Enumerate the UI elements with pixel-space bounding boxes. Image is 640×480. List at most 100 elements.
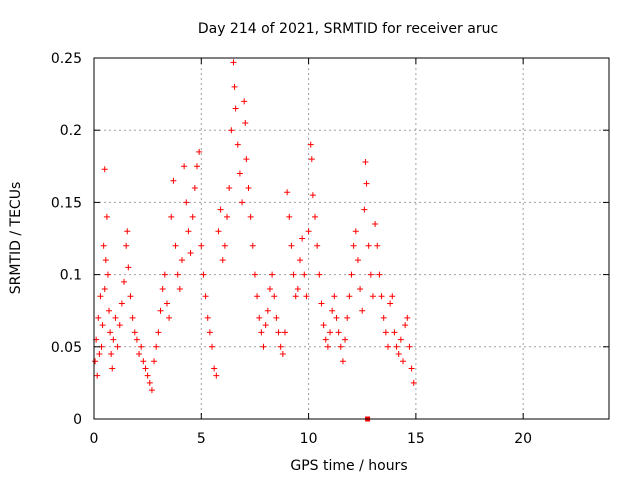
x-tick-label: 20: [514, 431, 532, 447]
data-point: [125, 264, 132, 271]
data-point: [400, 358, 406, 365]
data-point: [307, 141, 314, 148]
data-point: [254, 293, 261, 300]
data-point: [121, 278, 128, 285]
data-point: [380, 314, 387, 321]
data-point: [320, 322, 327, 329]
data-point: [367, 271, 374, 278]
data-point: [260, 343, 267, 350]
data-point: [138, 343, 145, 350]
data-point: [103, 213, 110, 220]
data-point: [354, 257, 361, 264]
data-point: [288, 242, 295, 249]
data-point: [236, 170, 243, 177]
x-tick-label: 0: [90, 431, 99, 447]
data-point: [217, 206, 224, 213]
data-point: [213, 372, 220, 379]
data-point: [232, 105, 239, 112]
data-point: [239, 199, 246, 206]
data-point: [410, 379, 417, 386]
data-point: [312, 213, 319, 220]
data-point: [297, 257, 303, 264]
data-point: [221, 242, 228, 249]
data-point: [94, 372, 101, 379]
data-point: [106, 307, 113, 314]
data-point: [170, 177, 177, 184]
data-point: [159, 286, 166, 293]
axis-ticks: 0 5 10 15 20 0 0.05 0.1 0.15 0.2 0.25: [51, 51, 609, 447]
data-point: [241, 98, 248, 105]
data-point: [107, 329, 114, 336]
data-point: [102, 257, 109, 264]
data-point: [166, 314, 173, 321]
data-point: [172, 242, 179, 249]
data-point: [215, 228, 222, 235]
data-point: [303, 293, 310, 300]
gridlines: [94, 58, 609, 419]
plot-frame: [93, 57, 610, 420]
data-point: [301, 271, 308, 278]
chart-title: Day 214 of 2021, SRMTID for receiver aru…: [198, 21, 498, 37]
data-point: [194, 163, 200, 170]
data-point: [168, 213, 175, 220]
data-point: [204, 314, 211, 321]
y-tick-label: 0: [73, 412, 82, 428]
data-point: [243, 156, 250, 163]
data-point: [292, 293, 299, 300]
data-point: [290, 271, 297, 278]
data-point: [131, 329, 138, 336]
data-point: [333, 314, 340, 321]
data-point: [271, 293, 278, 300]
data-point: [369, 293, 376, 300]
data-point: [249, 242, 256, 249]
data-point: [365, 242, 372, 249]
data-point: [389, 293, 396, 300]
data-point: [191, 184, 198, 191]
data-point: [346, 293, 353, 300]
data-point: [372, 221, 379, 228]
data-point: [378, 293, 385, 300]
y-tick-label: 0.25: [51, 51, 82, 67]
data-point: [329, 307, 336, 314]
data-point: [153, 343, 160, 350]
y-tick-label: 0.1: [60, 268, 82, 284]
data-point: [187, 249, 194, 256]
data-point: [258, 329, 265, 336]
data-point: [308, 156, 315, 163]
data-point: [176, 286, 183, 293]
x-tick-label: 15: [407, 431, 425, 447]
data-point: [146, 379, 153, 386]
data-point: [352, 228, 359, 235]
data-point: [228, 127, 235, 134]
x-tick-label: 5: [197, 431, 206, 447]
data-point: [108, 351, 115, 358]
data-point: [100, 242, 107, 249]
data-point: [395, 351, 402, 358]
x-tick-label: 10: [300, 431, 318, 447]
data-point: [112, 314, 119, 321]
data-point: [157, 307, 164, 314]
data-point: [264, 307, 271, 314]
data-point: [155, 329, 162, 336]
data-point: [99, 322, 106, 329]
data-point: [116, 322, 123, 329]
data-point: [101, 166, 108, 173]
data-point: [344, 314, 351, 321]
data-point: [275, 329, 282, 336]
data-point: [294, 286, 301, 293]
data-point: [348, 271, 355, 278]
data-point: [189, 213, 196, 220]
y-tick-label: 0.05: [51, 340, 82, 356]
data-point: [273, 314, 280, 321]
data-point: [95, 314, 102, 321]
data-point: [318, 300, 325, 307]
data-point: [127, 293, 134, 300]
data-point: [284, 189, 291, 196]
data-point: [277, 343, 284, 350]
data-point: [339, 358, 346, 365]
x-axis-label: GPS time / hours: [290, 458, 407, 474]
data-point: [136, 351, 143, 358]
data-point: [322, 336, 329, 343]
data-point: [361, 206, 368, 213]
